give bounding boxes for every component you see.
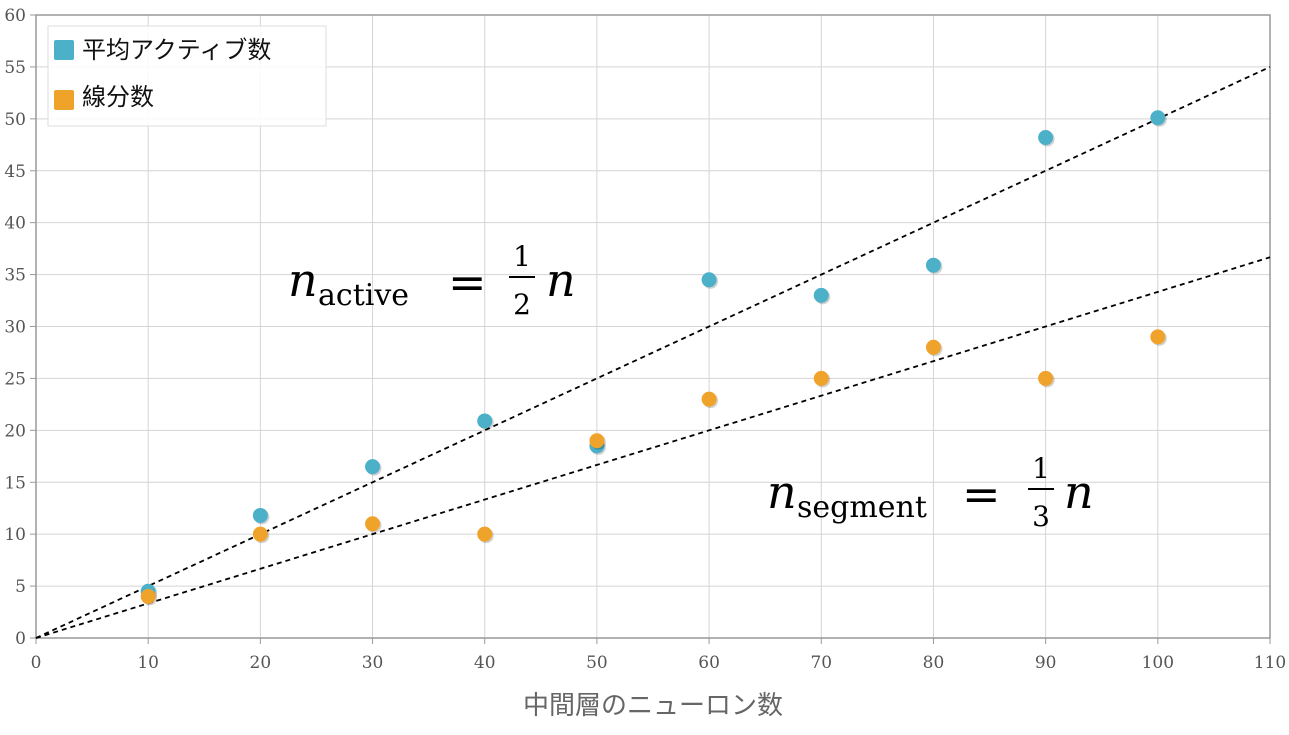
eq-segment-sub: segment — [797, 490, 927, 525]
data-point-series-1 — [813, 370, 829, 386]
eq-active-var: n — [288, 253, 318, 307]
eq-active-var2: n — [546, 253, 576, 307]
eq-active-equals: = — [448, 255, 487, 309]
eq-active-den: 2 — [513, 288, 531, 321]
y-tick-label: 45 — [4, 162, 26, 182]
y-tick-label: 30 — [4, 318, 26, 338]
y-tick-label: 50 — [4, 110, 26, 130]
x-tick-label: 100 — [1142, 653, 1174, 673]
y-tick-label: 25 — [4, 369, 26, 389]
eq-segment-num: 1 — [1032, 452, 1050, 485]
data-point-series-0 — [925, 257, 941, 273]
data-point-series-1 — [701, 391, 717, 407]
legend-label-segment: 線分数 — [82, 83, 154, 111]
axes — [30, 14, 1271, 644]
y-tick-label: 35 — [4, 266, 26, 286]
y-tick-label: 15 — [4, 473, 26, 493]
legend-swatch-active — [54, 40, 74, 60]
eq-active-sub: active — [318, 278, 409, 313]
reference-line-0 — [35, 66, 1271, 639]
data-point-series-1 — [365, 516, 381, 532]
eq-segment-den: 3 — [1032, 500, 1050, 533]
x-tick-label: 40 — [474, 653, 496, 673]
y-tick-labels: 0 5 10 15 20 25 30 35 40 45 50 55 60 — [4, 6, 26, 649]
eq-active-num: 1 — [513, 240, 531, 273]
x-tick-label: 50 — [586, 653, 608, 673]
reference-line-1 — [35, 256, 1271, 639]
x-tick-label: 110 — [1254, 653, 1286, 673]
x-tick-label: 80 — [923, 653, 945, 673]
reference-lines — [35, 66, 1271, 639]
eq-segment-var: n — [767, 465, 797, 519]
legend-swatch-segment — [54, 90, 74, 110]
data-point-series-0 — [1150, 110, 1166, 126]
data-point-series-0 — [813, 287, 829, 303]
data-point-series-0 — [1038, 130, 1054, 146]
data-point-series-0 — [365, 459, 381, 475]
data-point-series-0 — [701, 272, 717, 288]
data-point-series-1 — [925, 339, 941, 355]
data-point-series-1 — [477, 526, 493, 542]
x-tick-label: 30 — [362, 653, 384, 673]
x-tick-label: 60 — [698, 653, 720, 673]
equation-active: n active = 1 2 n — [288, 240, 576, 321]
y-tick-label: 10 — [4, 525, 26, 545]
equation-segment: n segment = 1 3 n — [767, 452, 1094, 533]
legend: 平均アクティブ数 線分数 — [47, 25, 327, 127]
y-tick-label: 60 — [4, 6, 26, 26]
data-point-series-0 — [477, 413, 493, 429]
y-tick-label: 0 — [15, 629, 26, 649]
data-point-series-1 — [252, 526, 268, 542]
x-tick-label: 20 — [250, 653, 272, 673]
data-point-series-0 — [252, 507, 268, 523]
eq-segment-var2: n — [1064, 465, 1094, 519]
x-axis-label: 中間層のニューロン数 — [523, 691, 783, 721]
data-points — [140, 110, 1167, 606]
data-point-series-1 — [140, 588, 156, 604]
x-tick-labels: 0 10 20 30 40 50 60 70 80 90 100 110 — [31, 653, 1287, 673]
x-tick-label: 10 — [137, 653, 159, 673]
data-point-series-1 — [589, 433, 605, 449]
y-tick-label: 5 — [15, 577, 26, 597]
y-tick-label: 20 — [4, 421, 26, 441]
eq-segment-equals: = — [962, 467, 1001, 521]
legend-label-active: 平均アクティブ数 — [82, 36, 271, 64]
data-point-series-1 — [1038, 370, 1054, 386]
data-point-series-1 — [1150, 329, 1166, 345]
x-tick-label: 0 — [31, 653, 42, 673]
legend-box — [47, 25, 327, 127]
x-tick-label: 90 — [1035, 653, 1057, 673]
y-tick-label: 40 — [4, 214, 26, 234]
x-tick-label: 70 — [810, 653, 832, 673]
y-tick-label: 55 — [4, 58, 26, 78]
